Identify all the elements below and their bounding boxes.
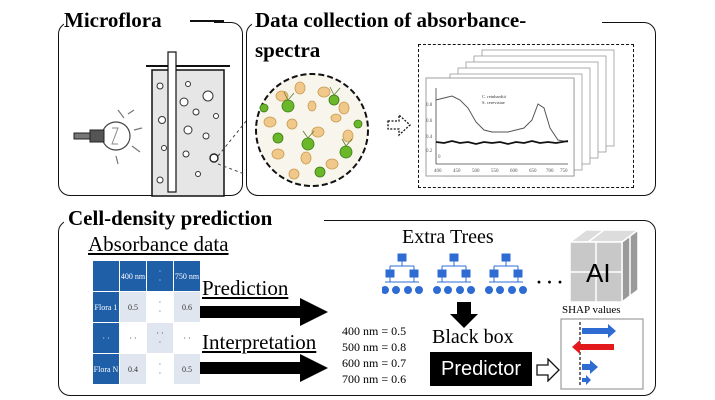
table-header-cell: 750 nm [173, 260, 201, 292]
extra-trees-icon [382, 253, 527, 294]
table-cell: 0.5 [173, 353, 201, 385]
table-row: · · · · · · · · · [92, 322, 201, 354]
absorbance-table: 400 nm · · 750 nm Flora 1 0.5 · · 0.6 · … [92, 260, 201, 385]
table-row: 400 nm · · 750 nm [92, 260, 201, 292]
data-collection-title-line1: Data collection of absorbance- [255, 8, 527, 32]
spectrum-y-tick: 0.4 [426, 135, 433, 140]
table-cell: · · [146, 353, 174, 385]
prediction-label: Prediction [202, 276, 289, 300]
prediction-title: Cell-density prediction [68, 206, 273, 230]
spectrum-chart: 0 0.8 0.6 0.4 0.2 400 450 500 550 600 65… [426, 88, 569, 174]
predictor-box: Predictor [430, 352, 532, 386]
shap-values-label: SHAP values [562, 304, 621, 316]
table-row: Flora 1 0.5 · · 0.6 [92, 291, 201, 323]
spectrum-y-tick: 0.2 [426, 149, 433, 154]
interpretation-label: Interpretation [202, 330, 317, 354]
microflora-title-dash [190, 20, 224, 22]
spectrum-x-tick: 650 [529, 169, 537, 174]
table-cell: 0.6 [173, 291, 201, 323]
black-box-label: Black box [432, 326, 514, 348]
spectrum-legend-entry: S. cerevisiae [482, 100, 505, 105]
microflora-title: Microflora [64, 8, 162, 32]
wavelength-value: 700 nm = 0.6 [342, 372, 407, 386]
spectrum-x-tick: 700 [546, 169, 554, 174]
down-arrow-icon [450, 302, 478, 328]
extra-trees-label: Extra Trees [402, 226, 494, 248]
table-cell: · · [119, 322, 147, 354]
spectrum-x-tick: 450 [453, 169, 461, 174]
wavelength-value: 600 nm = 0.7 [342, 356, 407, 370]
table-row: Flora N 0.4 · · 0.5 [92, 353, 201, 385]
ai-cube-icon [567, 228, 641, 304]
shap-chart [560, 318, 644, 390]
table-header-cell: 400 nm [119, 260, 147, 292]
spectrum-x-tick: 550 [491, 169, 499, 174]
spectrum-y-tick: 0 [438, 155, 441, 160]
table-row-label: · · [92, 322, 120, 354]
table-cell: · · · [146, 322, 174, 354]
table-header-cell: · · [146, 260, 174, 292]
predictor-arrow-icon [536, 358, 560, 382]
light-bulb-icon [73, 109, 143, 165]
spectra-stack: 0 0.8 0.6 0.4 0.2 400 450 500 550 600 65… [425, 49, 615, 177]
spectrum-y-tick: 0.8 [426, 103, 433, 108]
data-collection-title-line2: spectra [255, 38, 321, 62]
spectrum-legend-entry: C. reinhardtii [482, 94, 507, 99]
culture-vessel [146, 51, 230, 197]
collection-arrow-icon [387, 113, 411, 137]
spectra-stack-frame [418, 44, 634, 188]
table-cell: 0.5 [119, 291, 147, 323]
table-row-label: Flora N [92, 353, 120, 385]
wavelength-value: 500 nm = 0.8 [342, 340, 407, 354]
spectrum-x-tick: 400 [434, 169, 442, 174]
table-header-cell [92, 260, 120, 292]
spectrum-x-tick: 600 [510, 169, 518, 174]
wavelength-value: 400 nm = 0.5 [342, 324, 407, 338]
spectrum-x-tick: 500 [472, 169, 480, 174]
table-row-label: Flora 1 [92, 291, 120, 323]
table-cell: · · [146, 291, 174, 323]
absorbance-data-label: Absorbance data [88, 232, 229, 256]
table-cell: · · [173, 322, 201, 354]
trees-ellipsis: · · · [536, 272, 564, 292]
microflora-illustration [73, 51, 277, 197]
interpretation-arrow-icon [200, 354, 328, 382]
table-cell: 0.4 [119, 353, 147, 385]
microscope-view [255, 73, 369, 187]
ai-label: AI [586, 258, 611, 288]
spectrum-y-tick: 0.6 [426, 119, 433, 124]
spectrum-x-tick: 750 [560, 169, 568, 174]
prediction-arrow-icon [200, 298, 328, 326]
